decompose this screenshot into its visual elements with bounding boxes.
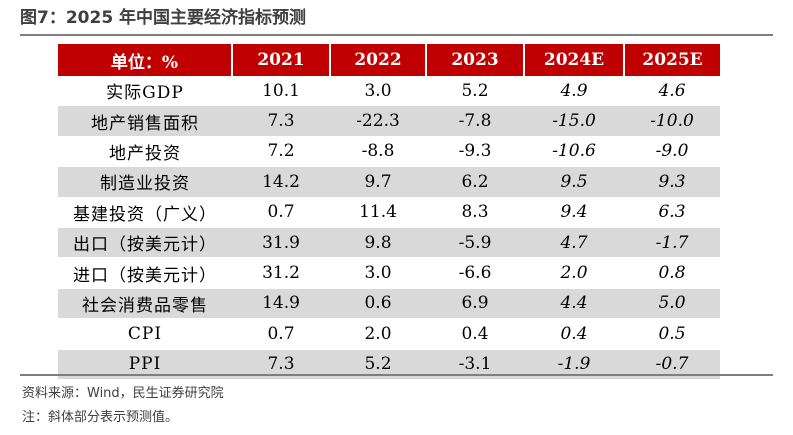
value-cell: 31.2 xyxy=(232,257,330,289)
value-cell: 14.9 xyxy=(232,288,330,320)
forecast-cell: -15.0 xyxy=(524,105,624,137)
value-cell: 3.0 xyxy=(330,76,426,107)
value-cell: 9.8 xyxy=(330,227,426,259)
value-cell: 7.3 xyxy=(232,105,330,137)
value-cell: 14.2 xyxy=(232,166,330,198)
forecast-cell: 6.3 xyxy=(624,197,720,228)
table-row: 社会消费品零售 14.9 0.6 6.9 4.4 5.0 xyxy=(58,288,720,320)
table-row: 地产销售面积 7.3 -22.3 -7.8 -15.0 -10.0 xyxy=(58,105,720,137)
header-2021: 2021 xyxy=(232,44,331,76)
forecast-cell: 0.5 xyxy=(624,318,720,350)
value-cell: 6.2 xyxy=(426,166,524,198)
table-row: 基建投资（广义） 0.7 11.4 8.3 9.4 6.3 xyxy=(58,197,720,228)
table-row: 出口（按美元计） 31.9 9.8 -5.9 4.7 -1.7 xyxy=(58,227,720,259)
row-label: 出口（按美元计） xyxy=(58,227,232,259)
table-row: 实际GDP 10.1 3.0 5.2 4.9 4.6 xyxy=(58,76,720,107)
table-row: 地产投资 7.2 -8.8 -9.3 -10.6 -9.0 xyxy=(58,136,720,168)
footnote: 注：斜体部分表示预测值。 xyxy=(22,410,179,425)
header-unit: 单位：% xyxy=(58,44,233,76)
value-cell: 5.2 xyxy=(426,76,524,107)
forecast-cell: 4.7 xyxy=(524,227,624,259)
value-cell: -7.8 xyxy=(426,105,524,137)
value-cell: 10.1 xyxy=(232,76,330,107)
header-2023: 2023 xyxy=(426,44,525,76)
value-cell: -9.3 xyxy=(426,136,524,168)
forecast-cell: -10.0 xyxy=(624,105,720,137)
value-cell: 7.2 xyxy=(232,136,330,168)
row-label: 基建投资（广义） xyxy=(58,197,232,228)
row-label: 地产投资 xyxy=(58,136,232,168)
value-cell: 0.6 xyxy=(330,288,426,320)
value-cell: -6.6 xyxy=(426,257,524,289)
value-cell: -8.8 xyxy=(330,136,426,168)
forecast-cell: 9.3 xyxy=(624,166,720,198)
row-label: 社会消费品零售 xyxy=(58,288,232,320)
row-label: 实际GDP xyxy=(58,76,232,107)
table-row: CPI 0.7 2.0 0.4 0.4 0.5 xyxy=(58,318,720,350)
header-2022: 2022 xyxy=(330,44,427,76)
value-cell: 0.4 xyxy=(426,318,524,350)
forecast-cell: -1.7 xyxy=(624,227,720,259)
row-label: 进口（按美元计） xyxy=(58,257,232,289)
value-cell: 8.3 xyxy=(426,197,524,228)
value-cell: 0.7 xyxy=(232,318,330,350)
row-label: CPI xyxy=(58,318,232,350)
value-cell: -5.9 xyxy=(426,227,524,259)
economic-forecast-table: 单位：% 2021 2022 2023 2024E 2025E 实际GDP 10.… xyxy=(58,44,720,380)
forecast-cell: 0.4 xyxy=(524,318,624,350)
value-cell: 11.4 xyxy=(330,197,426,228)
row-label: 地产销售面积 xyxy=(58,105,232,137)
table-row: 制造业投资 14.2 9.7 6.2 9.5 9.3 xyxy=(58,166,720,198)
forecast-cell: 4.6 xyxy=(624,76,720,107)
header-2024e: 2024E xyxy=(524,44,625,76)
forecast-cell: -10.6 xyxy=(524,136,624,168)
row-label: 制造业投资 xyxy=(58,166,232,198)
forecast-cell: 4.4 xyxy=(524,288,624,320)
value-cell: 0.7 xyxy=(232,197,330,228)
value-cell: 2.0 xyxy=(330,318,426,350)
value-cell: 9.7 xyxy=(330,166,426,198)
value-cell: -22.3 xyxy=(330,105,426,137)
top-rule xyxy=(20,34,773,36)
forecast-cell: 4.9 xyxy=(524,76,624,107)
value-cell: 6.9 xyxy=(426,288,524,320)
forecast-cell: -9.0 xyxy=(624,136,720,168)
value-cell: 3.0 xyxy=(330,257,426,289)
forecast-cell: 0.8 xyxy=(624,257,720,289)
table-row: 进口（按美元计） 31.2 3.0 -6.6 2.0 0.8 xyxy=(58,257,720,289)
header-2025e: 2025E xyxy=(624,44,720,76)
forecast-cell: 9.4 xyxy=(524,197,624,228)
figure-title: 图7：2025 年中国主要经济指标预测 xyxy=(20,8,307,28)
bottom-rule xyxy=(20,374,773,376)
forecast-cell: 2.0 xyxy=(524,257,624,289)
value-cell: 31.9 xyxy=(232,227,330,259)
forecast-cell: 9.5 xyxy=(524,166,624,198)
forecast-cell: 5.0 xyxy=(624,288,720,320)
table-header-row: 单位：% 2021 2022 2023 2024E 2025E xyxy=(58,44,720,76)
source-note: 资料来源：Wind，民生证券研究院 xyxy=(22,386,224,401)
